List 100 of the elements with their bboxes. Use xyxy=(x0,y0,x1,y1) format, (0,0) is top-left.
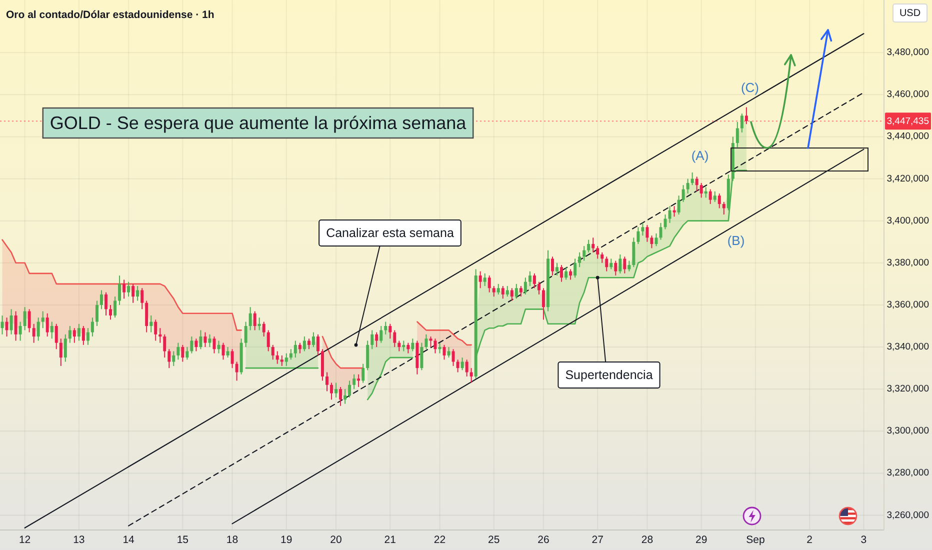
candlestick xyxy=(158,328,162,344)
candlestick xyxy=(330,382,333,400)
candlestick xyxy=(127,281,130,298)
candlestick xyxy=(510,288,514,302)
candlestick xyxy=(478,270,482,289)
candlestick xyxy=(248,306,252,331)
candlestick xyxy=(587,239,590,253)
candlestick xyxy=(542,288,545,320)
candlestick xyxy=(411,338,414,352)
candlestick xyxy=(744,106,748,125)
y-tick-label: 3,320,000 xyxy=(886,384,929,395)
candlestick xyxy=(168,348,171,369)
candlestick xyxy=(406,342,410,354)
candlestick xyxy=(199,330,202,350)
x-tick-label: 19 xyxy=(280,534,292,546)
candlestick xyxy=(736,121,739,148)
candlestick xyxy=(429,336,432,348)
candlestick xyxy=(280,354,284,366)
candlestick xyxy=(262,321,266,338)
candlestick xyxy=(366,340,370,371)
candlestick xyxy=(14,310,18,342)
candlestick xyxy=(77,323,80,342)
candlestick xyxy=(118,275,122,306)
candlestick xyxy=(204,332,207,348)
x-tick-label: 15 xyxy=(176,534,189,546)
candlestick xyxy=(375,332,378,348)
candlestick xyxy=(194,338,198,352)
candlestick xyxy=(470,368,473,384)
x-tick-label: 27 xyxy=(592,534,604,546)
y-tick-label: 3,420,000 xyxy=(886,173,929,184)
candlestick xyxy=(344,388,347,404)
candlestick xyxy=(235,361,238,382)
candlestick xyxy=(114,296,116,318)
candlestick xyxy=(307,338,310,350)
candlestick xyxy=(514,283,518,300)
candlestick xyxy=(86,328,90,346)
candlestick xyxy=(695,176,698,192)
candlestick xyxy=(578,252,582,268)
candlestick xyxy=(488,275,491,293)
candlestick xyxy=(186,346,189,360)
candlestick xyxy=(492,286,496,298)
y-tick-label: 3,400,000 xyxy=(886,215,929,226)
candlestick xyxy=(686,178,690,194)
candlestick xyxy=(501,286,504,300)
candlestick xyxy=(672,206,676,218)
candlestick xyxy=(276,350,279,364)
candlestick xyxy=(556,262,558,276)
candlestick xyxy=(677,195,680,216)
candlestick xyxy=(208,334,212,348)
y-tick-label: 3,480,000 xyxy=(886,47,929,58)
candlestick xyxy=(190,336,194,354)
x-tick-label: 2 xyxy=(806,534,813,546)
candlestick xyxy=(289,348,292,360)
candlestick xyxy=(132,283,135,304)
candlestick xyxy=(483,272,486,287)
candlestick xyxy=(582,246,586,262)
candlestick xyxy=(362,363,365,384)
candlestick xyxy=(136,286,140,302)
candlestick xyxy=(610,258,613,270)
candlestick xyxy=(316,334,320,356)
y-tick-label: 3,440,000 xyxy=(886,131,929,142)
candlestick xyxy=(18,321,22,342)
annotation: Supertendencia xyxy=(565,368,653,382)
candlestick xyxy=(258,317,261,331)
candlestick xyxy=(100,290,103,310)
candlestick xyxy=(506,286,509,298)
candlestick xyxy=(150,314,153,333)
candlestick xyxy=(740,113,744,133)
candlestick xyxy=(54,323,58,350)
candlestick xyxy=(641,222,644,236)
candlestick xyxy=(618,254,622,274)
candlestick xyxy=(668,206,672,224)
y-tick-label: 3,380,000 xyxy=(886,257,929,268)
candlestick xyxy=(519,286,522,298)
candlestick xyxy=(82,325,85,346)
candlestick xyxy=(532,272,536,289)
y-tick-label: 3,260,000 xyxy=(886,510,929,521)
candlestick xyxy=(172,350,176,366)
candlestick xyxy=(50,321,54,340)
candlestick xyxy=(420,342,424,371)
x-tick-label: 28 xyxy=(641,534,654,546)
candlestick xyxy=(212,336,216,354)
candlestick xyxy=(10,308,13,335)
candlestick xyxy=(434,338,437,354)
candlestick xyxy=(68,325,72,344)
candlestick xyxy=(690,172,694,186)
candlestick xyxy=(122,279,126,300)
x-tick-label: 25 xyxy=(488,534,500,546)
candlestick xyxy=(564,266,568,280)
candlestick xyxy=(266,330,270,352)
candlestick xyxy=(298,342,302,354)
annotation: GOLD - Se espera que aumente la próxima semana xyxy=(50,113,468,133)
candlestick xyxy=(388,323,392,340)
candlestick xyxy=(154,319,158,342)
x-tick-label: 29 xyxy=(695,534,708,546)
text: Oro al contado/Dólar estadounidense · 1h xyxy=(6,9,214,21)
candlestick xyxy=(524,277,527,295)
x-tick-label: 13 xyxy=(73,534,85,546)
candlestick xyxy=(402,340,406,352)
candlestick xyxy=(465,359,468,377)
